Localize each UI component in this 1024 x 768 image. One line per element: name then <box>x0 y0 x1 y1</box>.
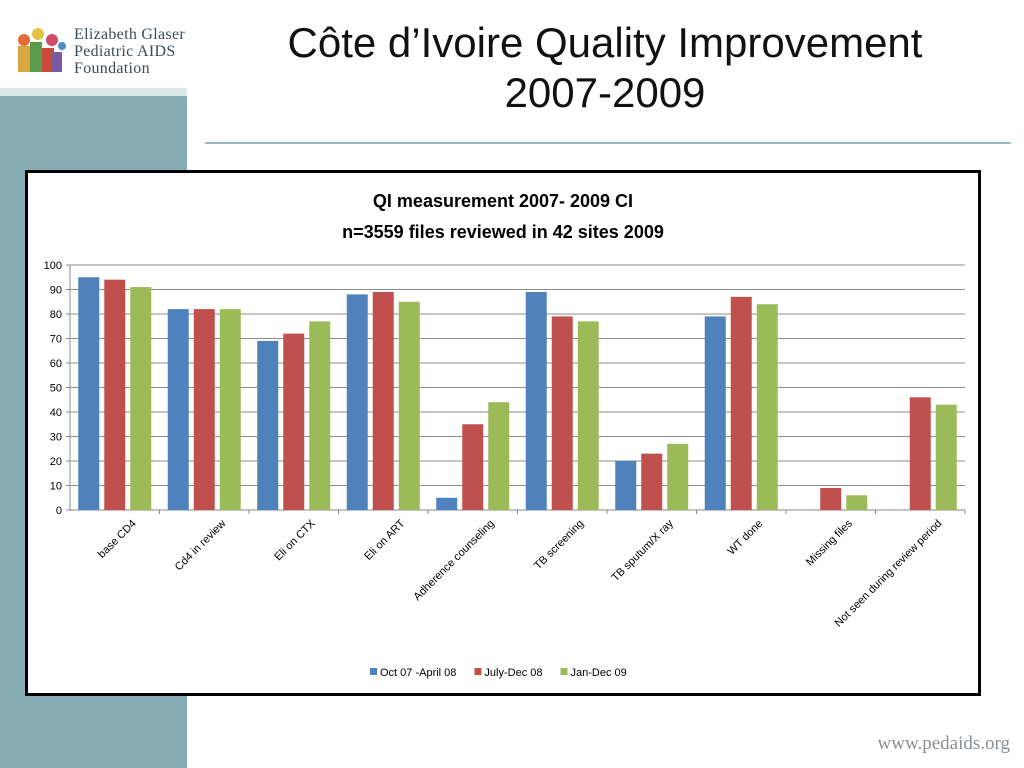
bar-2 <box>820 487 842 510</box>
x-tick-label: Eli on CTX <box>272 517 318 563</box>
legend-label-2: July-Dec 08 <box>484 667 542 679</box>
bar-3 <box>577 321 599 510</box>
bar-3 <box>309 321 331 510</box>
y-tick-label: 60 <box>50 358 62 370</box>
slide-title-line1: Côte d’Ivoire Quality Improvement <box>287 19 923 66</box>
legend-swatch-1 <box>370 668 377 675</box>
bar-1 <box>704 316 726 510</box>
y-tick-label: 100 <box>44 260 62 272</box>
bar-1 <box>436 497 458 510</box>
x-tick-label: base CD4 <box>96 518 139 561</box>
x-tick-label: Adherence counseling <box>411 518 496 603</box>
x-tick-label: Not seen during review period <box>833 518 945 630</box>
bar-3 <box>219 309 241 510</box>
x-tick-label: WT done <box>725 518 765 558</box>
bar-3 <box>846 495 868 510</box>
y-tick-label: 40 <box>50 407 62 419</box>
y-tick-label: 20 <box>50 456 62 468</box>
bar-3 <box>130 287 152 510</box>
x-tick-label: TB sputum/X ray <box>609 517 676 584</box>
title-divider <box>205 142 1011 144</box>
bar-1 <box>346 294 368 510</box>
footer-url: www.pedaids.org <box>877 733 1010 754</box>
x-tick-label: Cd4 in review <box>173 518 229 574</box>
bar-2 <box>730 296 752 510</box>
bar-3 <box>488 402 510 510</box>
bar-2 <box>104 279 126 510</box>
bar-1 <box>525 291 547 510</box>
y-tick-label: 70 <box>50 334 62 346</box>
logo-text: Elizabeth Glaser Pediatric AIDS Foundati… <box>74 26 185 77</box>
bar-2 <box>283 333 305 510</box>
left-band-accent <box>0 88 187 96</box>
chart-subtitle: n=3559 files reviewed in 42 sites 2009 <box>342 222 664 242</box>
y-tick-label: 30 <box>50 432 62 444</box>
y-tick-label: 10 <box>50 481 62 493</box>
logo-line2: Pediatric AIDS <box>74 43 176 60</box>
logo-line3: Foundation <box>74 60 150 77</box>
bar-3 <box>398 301 420 510</box>
slide-title-line2: 2007-2009 <box>504 69 706 116</box>
foundation-logo: Elizabeth Glaser Pediatric AIDS Foundati… <box>8 20 188 82</box>
bar-2 <box>909 397 931 510</box>
logo-art-icon <box>18 28 66 72</box>
bar-3 <box>935 404 957 510</box>
bar-2 <box>551 316 573 510</box>
bar-1 <box>167 309 189 510</box>
bar-1 <box>78 277 100 510</box>
x-tick-label: Eli on ART <box>362 517 407 562</box>
bar-1 <box>257 340 279 510</box>
bar-2 <box>462 424 484 510</box>
y-tick-label: 50 <box>50 383 62 395</box>
y-tick-label: 0 <box>56 505 62 517</box>
chart-title: QI measurement 2007- 2009 CI <box>373 191 633 211</box>
bar-2 <box>193 309 215 510</box>
slide-title: Côte d’Ivoire Quality Improvement 2007-2… <box>205 18 1005 118</box>
x-tick-label: Missing files <box>804 517 855 568</box>
chart-frame: QI measurement 2007- 2009 CI n=3559 files… <box>25 170 981 696</box>
logo-line1: Elizabeth Glaser <box>74 26 185 43</box>
legend-label-3: Jan-Dec 09 <box>571 667 627 679</box>
bar-1 <box>615 461 637 510</box>
legend-swatch-2 <box>474 668 482 675</box>
legend-swatch-3 <box>560 668 568 675</box>
y-tick-label: 80 <box>50 309 62 321</box>
bar-3 <box>667 443 689 510</box>
bar-2 <box>641 453 663 510</box>
y-tick-label: 90 <box>50 285 62 297</box>
bar-chart: QI measurement 2007- 2009 CI n=3559 files… <box>44 191 966 679</box>
x-tick-label: TB screening <box>532 518 586 572</box>
bar-2 <box>372 291 394 510</box>
legend-label-1: Oct 07 -April 08 <box>380 667 456 679</box>
bar-3 <box>756 304 778 510</box>
